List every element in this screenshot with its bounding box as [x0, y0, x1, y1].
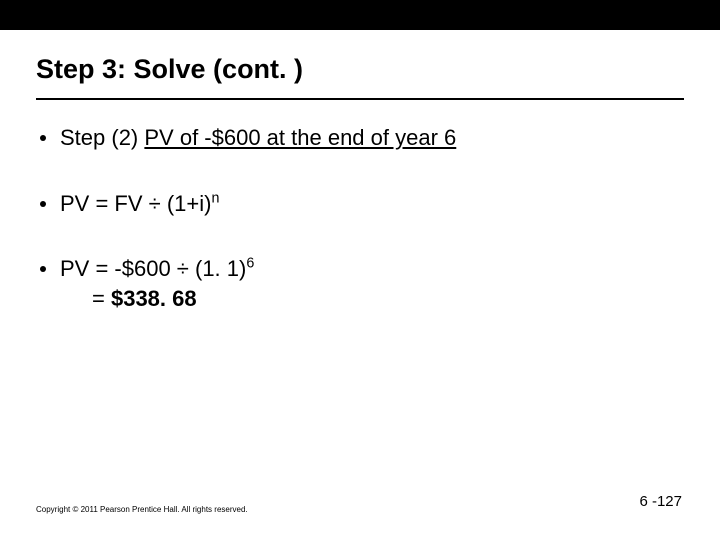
bullet-3-exp: 6	[246, 256, 254, 272]
bullet-2: PV = FV ÷ (1+i)n	[40, 190, 680, 218]
bullet-dot-icon	[40, 266, 46, 272]
bullet-2-formula: PV = FV ÷ (1+i)	[60, 191, 211, 216]
slide-title: Step 3: Solve (cont. )	[36, 54, 303, 85]
copyright: Copyright © 2011 Pearson Prentice Hall. …	[36, 505, 248, 514]
slide-content: Step (2) PV of -$600 at the end of year …	[40, 124, 680, 312]
bullet-3-result: = $338. 68	[92, 285, 680, 313]
bullet-dot-icon	[40, 201, 46, 207]
page-number: 6 -127	[639, 493, 682, 510]
bullet-3: PV = -$600 ÷ (1. 1)6	[40, 255, 680, 283]
title-rule	[36, 98, 684, 100]
top-bar	[0, 0, 720, 30]
bullet-2-text: PV = FV ÷ (1+i)n	[60, 190, 219, 218]
bullet-dot-icon	[40, 135, 46, 141]
bullet-3-result-bold: $338. 68	[111, 286, 197, 311]
bullet-2-exp: n	[211, 190, 219, 206]
bullet-3-calc: PV = -$600 ÷ (1. 1)	[60, 256, 246, 281]
bullet-3-result-prefix: =	[92, 286, 111, 311]
bullet-1-underlined: PV of -$600 at the end of year 6	[144, 125, 456, 150]
bullet-3-text: PV = -$600 ÷ (1. 1)6	[60, 255, 254, 283]
bullet-1-text: Step (2) PV of -$600 at the end of year …	[60, 124, 456, 152]
slide: Step 3: Solve (cont. ) Step (2) PV of -$…	[0, 0, 720, 540]
bullet-1: Step (2) PV of -$600 at the end of year …	[40, 124, 680, 152]
bullet-1-prefix: Step (2)	[60, 125, 144, 150]
